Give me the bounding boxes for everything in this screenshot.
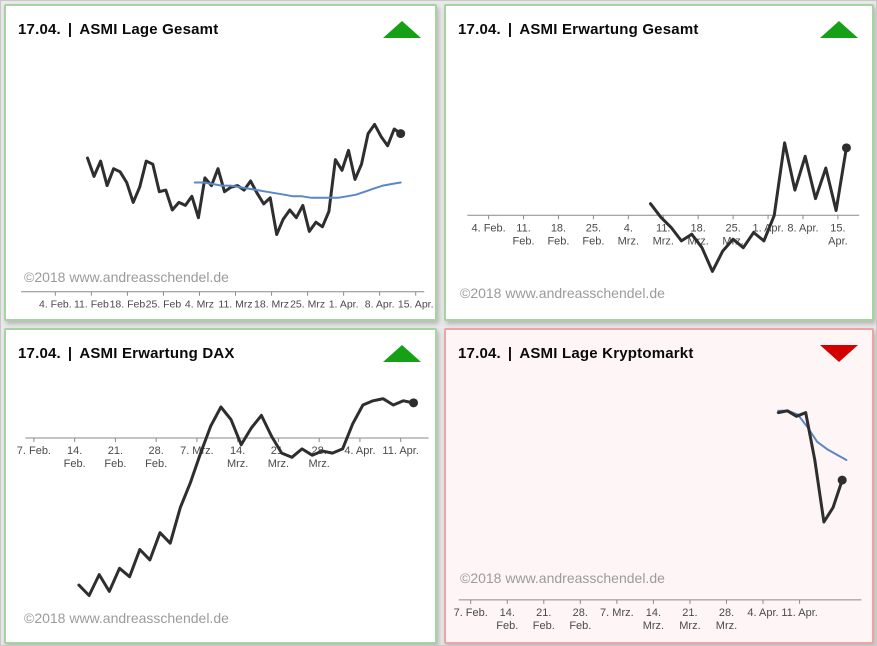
svg-text:11. Feb: 11. Feb (74, 299, 109, 311)
panel-asmi-erwartung-dax: 17.04. | ASMI Erwartung DAX 7. Feb. 14. Feb.… (4, 328, 437, 644)
svg-text:28.: 28. (149, 445, 164, 457)
title-date: 17.04. (18, 344, 61, 362)
watermark: ©2018 www.andreasschendel.de (24, 269, 229, 285)
watermark: ©2018 www.andreasschendel.de (460, 570, 665, 586)
svg-text:7. Feb.: 7. Feb. (17, 445, 51, 457)
svg-text:4. Apr.: 4. Apr. (344, 445, 375, 457)
panel-header: 17.04. | ASMI Lage Gesamt (6, 6, 435, 46)
title-text: ASMI Erwartung Gesamt (519, 20, 699, 38)
svg-text:21.: 21. (108, 445, 123, 457)
title-date: 17.04. (458, 344, 501, 362)
panel-title: 17.04. | ASMI Erwartung Gesamt (458, 21, 699, 38)
svg-text:Feb.: Feb. (496, 620, 518, 632)
svg-text:7. Mrz.: 7. Mrz. (180, 445, 214, 457)
svg-text:Mrz.: Mrz. (308, 458, 329, 470)
title-separator: | (507, 344, 513, 362)
title-text: ASMI Lage Gesamt (79, 20, 219, 38)
line-chart-erwartung-gesamt: 4. Feb. 11.Feb.18.Feb.25.Feb.4.Mrz.11.Mrz… (467, 141, 860, 273)
svg-text:Feb.: Feb. (582, 235, 604, 247)
svg-text:21.: 21. (536, 607, 551, 619)
svg-text:Mrz.: Mrz. (653, 235, 674, 247)
svg-text:4. Feb.: 4. Feb. (471, 222, 505, 234)
svg-text:25. Mrz: 25. Mrz (290, 299, 325, 311)
svg-text:7. Mrz.: 7. Mrz. (600, 607, 634, 619)
trend-up-icon (383, 344, 421, 362)
title-date: 17.04. (458, 20, 501, 38)
svg-text:11. Mrz: 11. Mrz (218, 299, 252, 311)
line-chart-lage-gesamt: 4. Feb. 11. Feb 18. Feb 25. Feb 4. Mrz 11. Mr… (21, 122, 434, 311)
panel-title: 17.04. | ASMI Erwartung DAX (18, 345, 235, 362)
svg-text:14.: 14. (646, 607, 661, 619)
svg-text:7. Feb.: 7. Feb. (454, 607, 488, 619)
svg-text:Mrz.: Mrz. (679, 620, 700, 632)
title-separator: | (507, 20, 513, 38)
panel-title: 17.04. | ASMI Lage Gesamt (18, 21, 218, 38)
svg-text:4. Apr.: 4. Apr. (747, 607, 778, 619)
svg-text:1. Apr.: 1. Apr. (329, 299, 359, 311)
svg-text:Feb.: Feb. (533, 620, 555, 632)
svg-text:Mrz.: Mrz. (227, 458, 248, 470)
svg-text:Mrz.: Mrz. (268, 458, 289, 470)
watermark: ©2018 www.andreasschendel.de (24, 610, 229, 626)
trend-down-icon (820, 344, 858, 362)
svg-text:21.: 21. (682, 607, 697, 619)
svg-text:Feb.: Feb. (104, 458, 126, 470)
svg-text:14.: 14. (230, 445, 245, 457)
svg-text:25.: 25. (586, 222, 601, 234)
svg-text:18. Feb: 18. Feb (110, 299, 146, 311)
svg-text:4. Mrz: 4. Mrz (185, 299, 214, 311)
svg-text:28.: 28. (573, 607, 588, 619)
svg-text:Apr.: Apr. (828, 235, 848, 247)
trend-up-icon (383, 20, 421, 38)
panel-asmi-erwartung-gesamt: 17.04. | ASMI Erwartung Gesamt 4. Feb. 11. F… (444, 4, 874, 321)
svg-text:14.: 14. (500, 607, 515, 619)
svg-text:28.: 28. (719, 607, 734, 619)
svg-text:18.: 18. (551, 222, 566, 234)
title-separator: | (67, 20, 73, 38)
svg-text:Feb.: Feb. (145, 458, 167, 470)
line-chart-lage-kryptomarkt: 7. Feb. 14.Feb.21.Feb.28.Feb.7. Mrz. 14.Mr… (454, 409, 862, 632)
title-separator: | (67, 344, 73, 362)
svg-text:11.: 11. (516, 222, 530, 234)
svg-text:18. Mrz: 18. Mrz (254, 299, 289, 311)
svg-text:14.: 14. (67, 445, 82, 457)
svg-text:4.: 4. (624, 222, 633, 234)
svg-text:Mrz.: Mrz. (716, 620, 737, 632)
svg-text:11. Apr.: 11. Apr. (781, 607, 818, 619)
watermark: ©2018 www.andreasschendel.de (460, 285, 665, 301)
title-date: 17.04. (18, 20, 61, 38)
svg-text:18.: 18. (691, 222, 706, 234)
svg-text:Feb.: Feb. (513, 235, 535, 247)
svg-text:11. Apr.: 11. Apr. (382, 445, 419, 457)
panel-asmi-lage-gesamt: 17.04. | ASMI Lage Gesamt 4. Feb. 11. Feb 18… (4, 4, 437, 321)
svg-text:15.: 15. (830, 222, 845, 234)
svg-text:Mrz.: Mrz. (643, 620, 664, 632)
panel-asmi-lage-kryptomarkt: 17.04. | ASMI Lage Kryptomarkt 7. Feb. 14. F… (444, 328, 874, 644)
svg-text:8. Apr.: 8. Apr. (787, 222, 818, 234)
panel-header: 17.04. | ASMI Erwartung DAX (6, 330, 435, 370)
panel-header: 17.04. | ASMI Lage Kryptomarkt (446, 330, 872, 370)
svg-text:Feb.: Feb. (569, 620, 591, 632)
panel-header: 17.04. | ASMI Erwartung Gesamt (446, 6, 872, 46)
svg-text:25. Feb: 25. Feb (146, 299, 182, 311)
title-text: ASMI Lage Kryptomarkt (519, 344, 694, 362)
svg-text:15. Apr.: 15. Apr. (398, 299, 434, 311)
svg-text:Mrz.: Mrz. (618, 235, 639, 247)
line-chart-erwartung-dax: 7. Feb. 14.Feb.21.Feb.28.Feb.7. Mrz. 14.Mr… (17, 397, 429, 597)
svg-text:Feb.: Feb. (64, 458, 86, 470)
trend-up-icon (820, 20, 858, 38)
svg-text:25.: 25. (725, 222, 740, 234)
svg-text:4. Feb.: 4. Feb. (39, 299, 72, 311)
svg-text:8. Apr.: 8. Apr. (365, 299, 395, 311)
panel-title: 17.04. | ASMI Lage Kryptomarkt (458, 345, 694, 362)
svg-text:Feb.: Feb. (547, 235, 569, 247)
title-text: ASMI Erwartung DAX (79, 344, 235, 362)
